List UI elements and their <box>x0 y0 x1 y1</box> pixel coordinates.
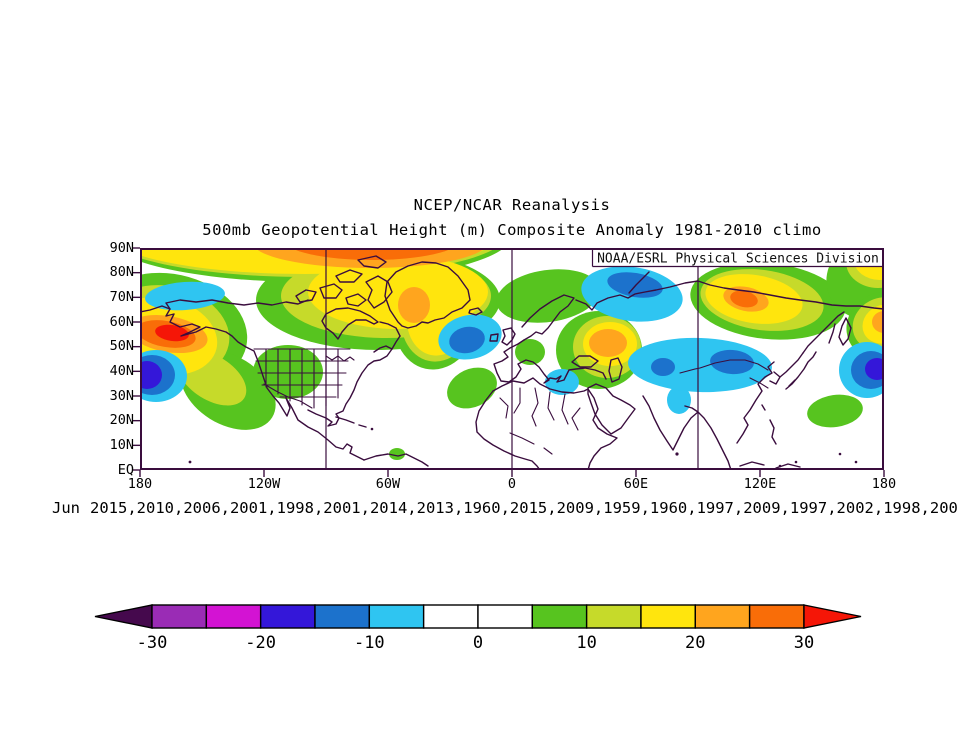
anomaly-map: NOAA/ESRL Physical Sciences Division <box>133 247 885 477</box>
lat-tick-label: 20N <box>109 412 134 429</box>
plot-subtitle: 500mb Geopotential Height (m) Composite … <box>202 221 822 239</box>
colorbar: -30 -20 -10 0 10 20 30 <box>94 604 862 652</box>
colorbar-tick-label: -20 <box>245 633 276 652</box>
plot-title: NCEP/NCAR Reanalysis <box>413 196 611 214</box>
composite-month: Jun <box>52 499 80 517</box>
colorbar-bin <box>314 604 371 629</box>
colorbar-bin <box>477 604 534 629</box>
lat-tick-label: 40N <box>109 362 134 379</box>
colorbar-bin <box>748 604 805 629</box>
negative-anomaly-blobs <box>140 266 884 414</box>
credit-label: NOAA/ESRL Physical Sciences Division <box>597 252 879 267</box>
lat-tick-label: 60N <box>109 313 134 330</box>
island-dots <box>188 427 858 468</box>
colorbar-bin <box>259 604 316 629</box>
colorbar-bin <box>205 604 262 629</box>
composite-years: 2015,2010,2006,2001,1998,2001,2014,2013,… <box>90 499 958 517</box>
colorbar-bin <box>151 604 208 629</box>
coastlines <box>140 255 884 470</box>
colorbar-tick-label: 30 <box>794 633 814 652</box>
colorbar-arrow <box>803 604 862 629</box>
colorbar-tick-label: 0 <box>473 633 483 652</box>
lat-tick-label: 10N <box>109 436 134 453</box>
lat-tick-label: EQ <box>117 461 134 478</box>
colorbar-bin <box>531 604 588 629</box>
lon-tick-label: 60W <box>375 476 401 492</box>
credit-box: NOAA/ESRL Physical Sciences Division <box>591 249 884 268</box>
lon-tick-label: 180 <box>127 476 153 492</box>
map-frame <box>140 248 884 470</box>
colorbar-bin <box>640 604 696 629</box>
colorbar-tick-label: 10 <box>576 633 596 652</box>
composite-years-caption: Jun 2015,2010,2006,2001,1998,2001,2014,20… <box>52 499 960 517</box>
colorbar-tick-label: -30 <box>137 633 168 652</box>
colorbar-tick-label: 20 <box>685 633 705 652</box>
meridian-gridlines <box>325 248 699 470</box>
lon-tick-label: 60E <box>623 476 649 492</box>
lat-tick-label: 30N <box>109 387 134 404</box>
lat-tick-label: 80N <box>109 264 134 281</box>
positive-anomaly-blobs <box>140 248 884 460</box>
colorbar-bin <box>585 604 642 629</box>
lat-tick-label: 90N <box>109 239 134 256</box>
colorbar-arrow <box>94 604 153 629</box>
lon-tick-label: 0 <box>507 476 517 492</box>
colorbar-tick-label: -10 <box>354 633 385 652</box>
lat-tick-label: 50N <box>109 338 134 355</box>
lat-tick-label: 70N <box>109 288 134 305</box>
lon-tick-label: 120E <box>743 476 777 492</box>
lon-tick-label: 120W <box>247 476 281 492</box>
axis-ticks <box>133 247 885 477</box>
colorbar-bin <box>694 604 751 629</box>
lon-tick-label: 180 <box>871 476 897 492</box>
colorbar-bin <box>422 604 479 629</box>
colorbar-bin <box>368 604 425 629</box>
